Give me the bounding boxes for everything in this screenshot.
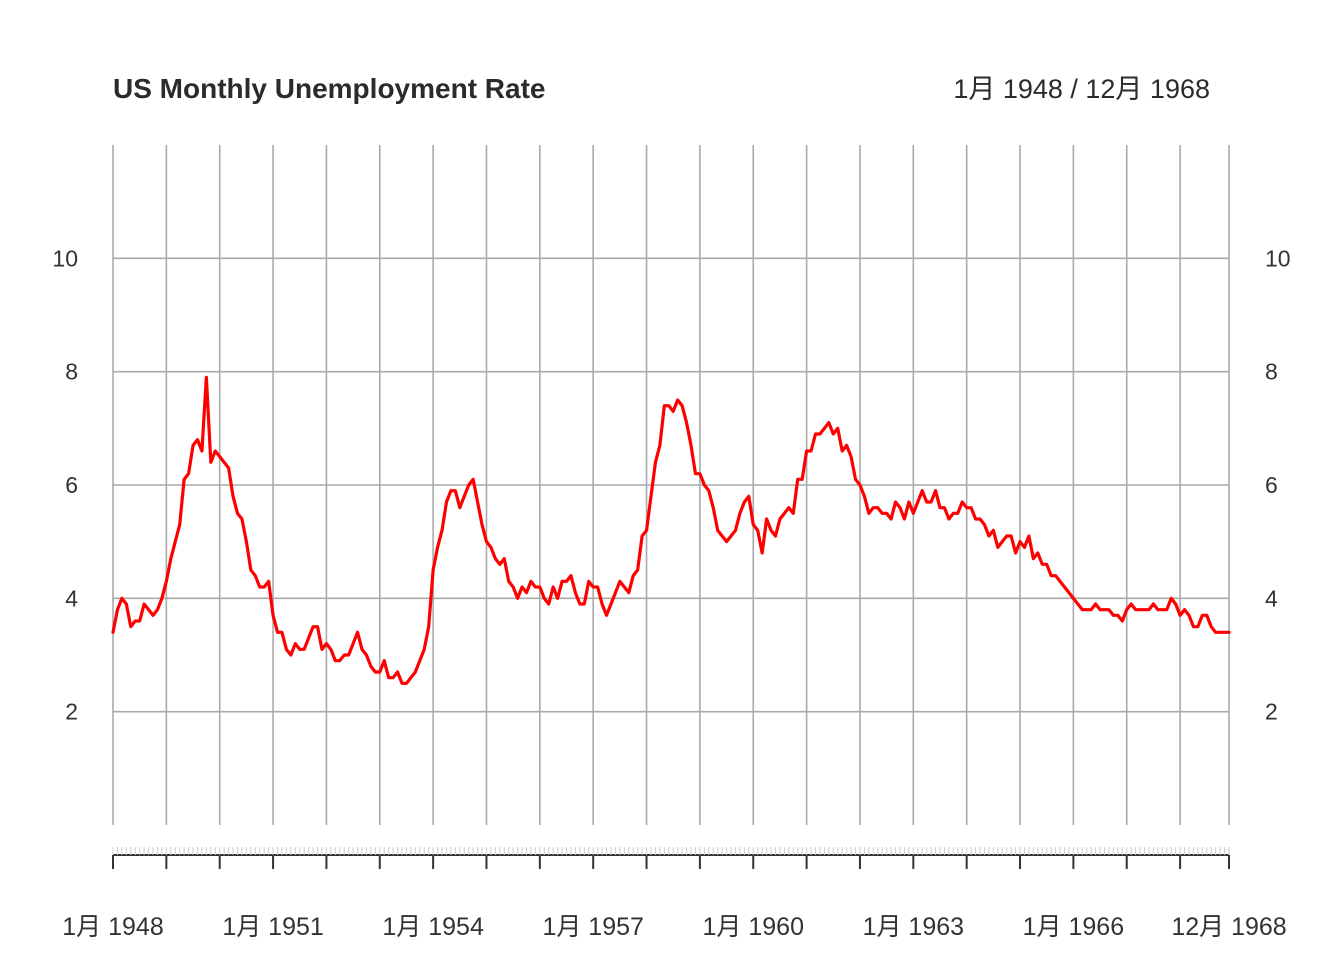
y-tick-label-left: 4: [65, 585, 78, 611]
y-tick-label-right: 2: [1265, 699, 1278, 725]
x-tick-label: 1月 1951: [222, 913, 323, 941]
grid: [112, 145, 1230, 825]
y-tick-label-left: 2: [65, 699, 78, 725]
series-layer: [111, 375, 1231, 685]
y-tick-label-right: 8: [1265, 359, 1278, 385]
x-tick-label: 1月 1966: [1023, 913, 1124, 941]
x-tick-label: 1月 1963: [863, 913, 964, 941]
chart-title: US Monthly Unemployment Rate: [113, 73, 545, 104]
y-tick-label-right: 10: [1265, 245, 1291, 271]
y-tick-label-left: 6: [65, 472, 78, 498]
y-tick-label-right: 4: [1265, 585, 1278, 611]
y-tick-label-left: 8: [65, 359, 78, 385]
x-tick-label: 1月 1948: [62, 913, 163, 941]
y-axis-ticks: 2 2 4 4 6 6 8 8 10 10: [52, 245, 1290, 724]
y-tick-label-right: 6: [1265, 472, 1278, 498]
x-tick-label: 1月 1954: [382, 913, 484, 941]
x-axis: 1月 1948 1月 1951 1月 1954 1月 1957 1月 1960 1月 19…: [62, 847, 1287, 941]
date-range-label: 1月 1948 / 12月 1968: [953, 74, 1210, 104]
y-tick-label-left: 10: [52, 245, 78, 271]
series-line: [111, 375, 1231, 685]
x-tick-label: 12月 1968: [1171, 913, 1286, 941]
x-tick-label: 1月 1960: [703, 913, 804, 941]
x-tick-label: 1月 1957: [542, 913, 643, 941]
